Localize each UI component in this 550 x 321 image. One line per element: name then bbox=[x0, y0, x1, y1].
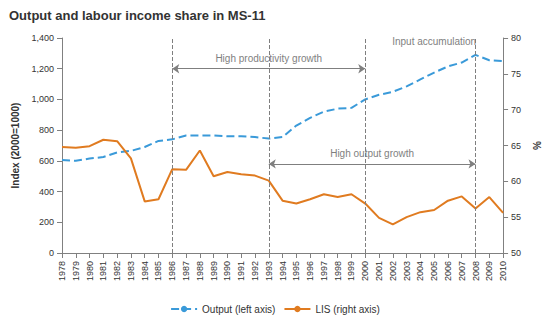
svg-text:1997: 1997 bbox=[319, 261, 329, 281]
svg-text:400: 400 bbox=[39, 187, 54, 197]
svg-text:2000: 2000 bbox=[360, 261, 370, 281]
svg-text:65: 65 bbox=[511, 141, 521, 151]
svg-text:75: 75 bbox=[511, 69, 521, 79]
svg-text:2008: 2008 bbox=[471, 261, 481, 281]
svg-text:2003: 2003 bbox=[402, 261, 412, 281]
svg-text:Output and labour income share: Output and labour income share in MS-11 bbox=[9, 8, 265, 23]
svg-text:800: 800 bbox=[39, 125, 54, 135]
svg-text:1,200: 1,200 bbox=[31, 64, 54, 74]
svg-text:2006: 2006 bbox=[443, 261, 453, 281]
svg-text:1996: 1996 bbox=[305, 261, 315, 281]
svg-text:55: 55 bbox=[511, 212, 521, 222]
svg-text:2002: 2002 bbox=[388, 261, 398, 281]
svg-text:1990: 1990 bbox=[222, 261, 232, 281]
svg-text:%: % bbox=[532, 141, 543, 150]
svg-text:200: 200 bbox=[39, 217, 54, 227]
svg-text:600: 600 bbox=[39, 156, 54, 166]
svg-text:1992: 1992 bbox=[250, 261, 260, 281]
svg-text:1995: 1995 bbox=[291, 261, 301, 281]
svg-text:High output growth: High output growth bbox=[330, 148, 414, 159]
svg-text:1980: 1980 bbox=[85, 261, 95, 281]
svg-text:1987: 1987 bbox=[181, 261, 191, 281]
svg-text:1,400: 1,400 bbox=[31, 33, 54, 43]
svg-text:High productivity growth: High productivity growth bbox=[215, 53, 322, 64]
svg-text:0: 0 bbox=[49, 248, 54, 258]
svg-text:2005: 2005 bbox=[429, 261, 439, 281]
svg-text:1981: 1981 bbox=[98, 261, 108, 281]
svg-text:1989: 1989 bbox=[209, 261, 219, 281]
svg-text:2007: 2007 bbox=[457, 261, 467, 281]
svg-text:1,000: 1,000 bbox=[31, 94, 54, 104]
svg-text:Input accumulation: Input accumulation bbox=[392, 36, 476, 47]
svg-text:1986: 1986 bbox=[167, 261, 177, 281]
svg-text:2004: 2004 bbox=[415, 261, 425, 281]
svg-text:2001: 2001 bbox=[374, 261, 384, 281]
svg-text:1994: 1994 bbox=[278, 261, 288, 281]
svg-text:1991: 1991 bbox=[236, 261, 246, 281]
svg-text:70: 70 bbox=[511, 105, 521, 115]
svg-text:60: 60 bbox=[511, 176, 521, 186]
svg-text:1999: 1999 bbox=[346, 261, 356, 281]
svg-text:Output (left axis): Output (left axis) bbox=[202, 304, 275, 315]
svg-text:1982: 1982 bbox=[112, 261, 122, 281]
svg-text:80: 80 bbox=[511, 33, 521, 43]
svg-text:1993: 1993 bbox=[264, 261, 274, 281]
svg-text:1998: 1998 bbox=[333, 261, 343, 281]
svg-text:1984: 1984 bbox=[140, 261, 150, 281]
svg-text:1979: 1979 bbox=[71, 261, 81, 281]
svg-text:LIS (right axis): LIS (right axis) bbox=[315, 304, 379, 315]
svg-text:1983: 1983 bbox=[126, 261, 136, 281]
svg-text:1988: 1988 bbox=[195, 261, 205, 281]
svg-text:1985: 1985 bbox=[153, 261, 163, 281]
svg-text:50: 50 bbox=[511, 248, 521, 258]
svg-text:2009: 2009 bbox=[484, 261, 494, 281]
svg-text:1978: 1978 bbox=[57, 261, 67, 281]
svg-text:Index (2000=1000): Index (2000=1000) bbox=[10, 103, 21, 189]
svg-text:2010: 2010 bbox=[498, 261, 508, 281]
